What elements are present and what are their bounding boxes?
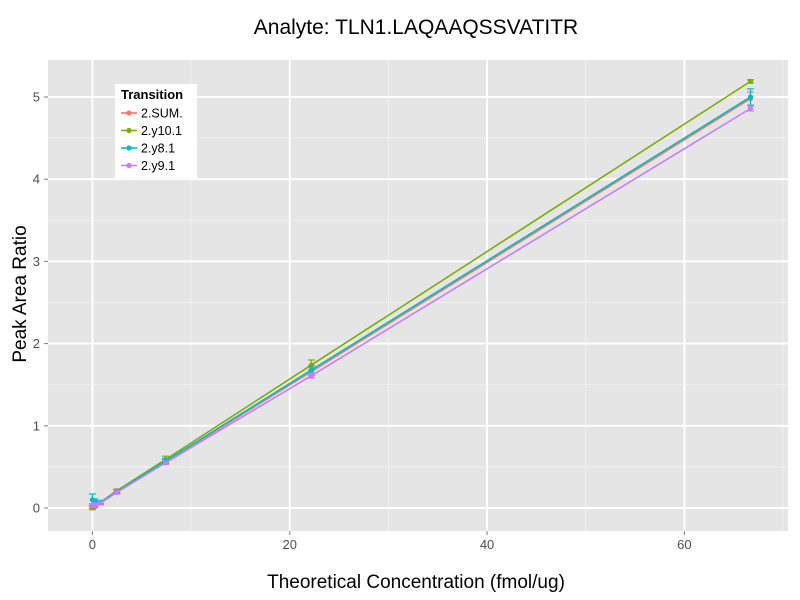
data-point (747, 105, 754, 112)
y-tick-label: 5 (33, 89, 40, 104)
data-point (747, 94, 754, 100)
legend-items: 2.SUM. 2.y10.1 2.y8.1 2.y9.1 (121, 107, 183, 173)
y-tick-label: 1 (33, 418, 40, 433)
data-point (747, 78, 754, 84)
data-point (97, 500, 104, 506)
data-point (308, 367, 315, 373)
legend-key-point (126, 145, 132, 151)
x-tick-label: 40 (480, 537, 494, 552)
legend-item: 2.y9.1 (121, 159, 175, 173)
legend-label: 2.y9.1 (141, 159, 175, 173)
series-layer (88, 78, 755, 511)
grid-major (48, 60, 788, 531)
y-tick-label: 2 (33, 336, 40, 351)
data-point (162, 460, 169, 466)
legend-item: 2.SUM. (121, 107, 183, 121)
x-tick-label: 20 (282, 537, 296, 552)
legend-label: 2.y8.1 (141, 142, 175, 156)
legend-key-point (126, 110, 132, 116)
data-point (114, 489, 120, 495)
legend-label: 2.SUM. (141, 107, 183, 121)
x-axis-label: Theoretical Concentration (fmol/ug) (267, 572, 565, 593)
y-tick-label: 0 (33, 500, 40, 515)
data-point (308, 373, 315, 379)
legend-key-point (126, 127, 132, 134)
legend-item: 2.y8.1 (121, 142, 175, 156)
legend-key-point (126, 162, 132, 169)
series-2.y9.1 (88, 105, 755, 509)
legend-item: 2.y10.1 (121, 124, 182, 138)
data-point (92, 502, 98, 508)
y-tick-label: 3 (33, 254, 40, 269)
legend-label: 2.y10.1 (141, 124, 182, 138)
x-tick-label: 60 (677, 537, 691, 552)
y-tick-label: 4 (33, 172, 40, 187)
y-axis: 0 1 2 3 4 5 (33, 89, 48, 515)
x-tick-label: 0 (89, 537, 96, 552)
x-axis: 0 20 40 60 (89, 531, 692, 552)
chart-title: Analyte: TLN1.LAQAAQSSVATITR (254, 16, 578, 39)
legend-title: Transition (121, 87, 183, 102)
legend: Transition 2.SUM. 2.y10.1 2.y8.1 2.y9.1 (115, 84, 197, 178)
y-axis-label: Peak Area Ratio (10, 225, 31, 362)
